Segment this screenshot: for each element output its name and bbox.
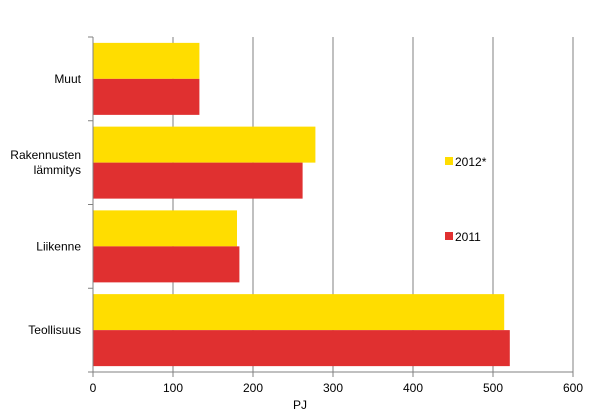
category-label: Muut [54, 72, 81, 86]
x-tick-label: 500 [483, 381, 503, 395]
legend-label: 2012* [455, 155, 487, 169]
bars [93, 42, 510, 367]
bar-2012-3 [93, 294, 505, 331]
category-label: Liikenne [36, 239, 81, 253]
x-tick-label: 100 [163, 381, 183, 395]
x-tick-label: 300 [323, 381, 343, 395]
bar-2012-1 [93, 126, 316, 163]
category-label: Rakennusten [10, 148, 81, 162]
x-tick-label: 400 [403, 381, 423, 395]
x-tick-label: 0 [90, 381, 97, 395]
bar-2011-3 [93, 330, 510, 367]
bar-2012-2 [93, 210, 237, 247]
bar-2011-2 [93, 246, 240, 283]
category-label: lämmitys [34, 163, 81, 177]
bar-2011-1 [93, 162, 303, 199]
legend-label: 2011 [455, 230, 481, 244]
axes [88, 36, 574, 377]
x-tick-labels: 0 100 200 300 400 500 600 [90, 381, 584, 395]
bar-2011-0 [93, 78, 200, 115]
legend: 2012* 2011 [445, 155, 487, 244]
category-label: Teollisuus [28, 323, 81, 337]
x-tick-label: 600 [563, 381, 583, 395]
legend-swatch [445, 232, 453, 240]
bar-2012-0 [93, 42, 200, 79]
x-axis-title: PJ [293, 398, 307, 412]
x-tick-label: 200 [243, 381, 263, 395]
legend-swatch [445, 157, 453, 165]
